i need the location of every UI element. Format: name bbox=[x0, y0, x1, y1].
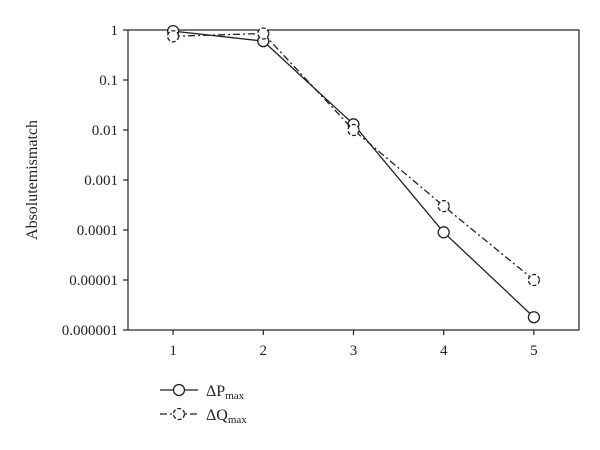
data-point bbox=[257, 27, 270, 40]
plot-frame bbox=[127, 29, 580, 331]
legend-label: ΔQmax bbox=[206, 407, 247, 426]
y-axis-title: Absolutemismatch bbox=[24, 120, 41, 240]
legend-label: ΔPmax bbox=[206, 383, 245, 402]
y-tick-label: 1 bbox=[111, 23, 119, 39]
data-point bbox=[347, 123, 360, 137]
y-tick-label: 0.0001 bbox=[77, 223, 118, 239]
data-point bbox=[437, 199, 450, 213]
series-layer bbox=[166, 24, 541, 324]
legend-item: ΔQmax bbox=[160, 407, 247, 426]
legend-item: ΔPmax bbox=[160, 383, 245, 402]
y-tick-label: 0.001 bbox=[84, 173, 118, 189]
legend-marker bbox=[172, 407, 186, 421]
y-tick-label: 0.00001 bbox=[69, 273, 118, 289]
series-line bbox=[173, 30, 535, 318]
x-axis-ticks: 1 2 3 4 5 bbox=[169, 330, 538, 359]
y-axis-ticks: 1 0.1 0.01 0.001 0.0001 0.00001 0.000001 bbox=[62, 23, 128, 339]
data-point bbox=[166, 30, 180, 43]
x-tick-label: 2 bbox=[260, 343, 268, 359]
series-delta-q-max bbox=[166, 27, 541, 287]
y-tick-label: 0.000001 bbox=[62, 323, 118, 339]
x-tick-label: 5 bbox=[530, 343, 538, 359]
series-delta-p-max bbox=[166, 24, 541, 324]
y-tick-label: 0.1 bbox=[99, 73, 118, 89]
series-line bbox=[173, 32, 535, 281]
x-tick-label: 1 bbox=[169, 343, 177, 359]
legend: ΔPmax ΔQmax bbox=[160, 383, 247, 426]
data-point bbox=[527, 311, 541, 324]
x-tick-label: 3 bbox=[350, 343, 358, 359]
y-tick-label: 0.01 bbox=[92, 123, 118, 139]
legend-marker bbox=[172, 383, 186, 397]
x-tick-label: 4 bbox=[440, 343, 448, 359]
data-point bbox=[437, 226, 450, 239]
data-point bbox=[527, 273, 541, 287]
